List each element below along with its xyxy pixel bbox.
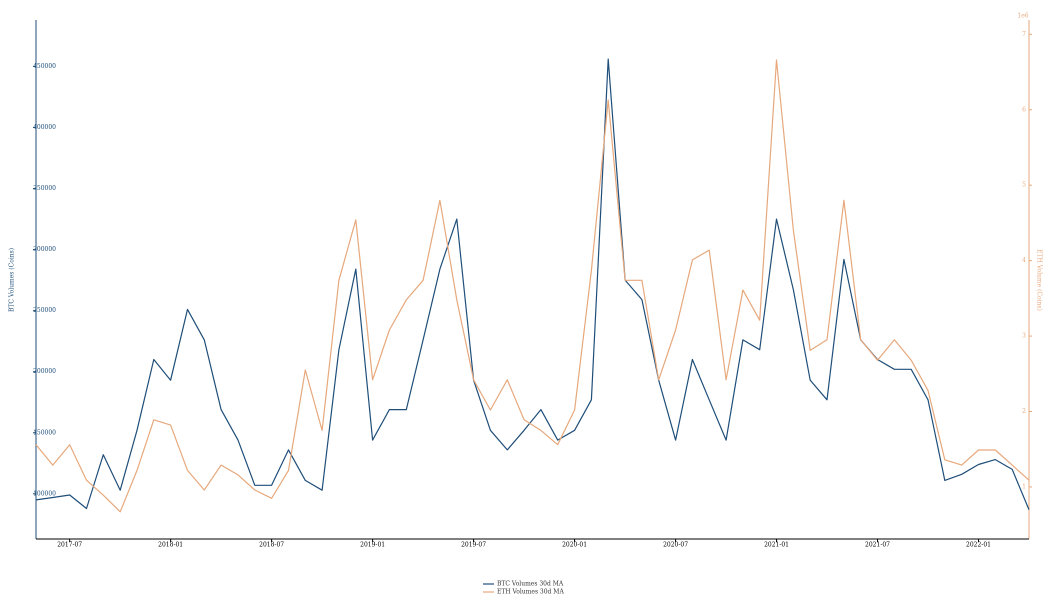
x-tick-label: 2019-07 (461, 542, 486, 549)
y2-tick-label: 4 (1022, 257, 1026, 264)
y-tick-label: 400000 (33, 124, 56, 131)
y-tick-label: 250000 (33, 307, 56, 314)
series-line (35, 59, 1030, 513)
y-tick-label: 200000 (33, 368, 56, 375)
y2-tick-label: 3 (1022, 333, 1026, 340)
x-tick-label: 2020-07 (663, 542, 688, 549)
y-tick-label: 100000 (33, 490, 56, 497)
x-tick-label: 2018-07 (259, 542, 284, 549)
x-tick-label: 2017-07 (57, 542, 82, 549)
y2-tick-label: 5 (1022, 182, 1026, 189)
y-tick-label: 450000 (33, 63, 56, 70)
y2-tick-label: 6 (1022, 106, 1026, 113)
x-tick-label: 2021-07 (865, 542, 890, 549)
y-tick-label: 150000 (33, 429, 56, 436)
y2-axis-label: ETH Volume (Coins) (1036, 249, 1043, 311)
x-tick-label: 2018-01 (158, 542, 183, 549)
y2-tick-label: 1 (1022, 483, 1026, 490)
x-tick-label: 2022-01 (966, 542, 991, 549)
series-line (35, 58, 1030, 510)
y2-tick-label: 7 (1022, 31, 1026, 38)
legend-label: BTC Volumes 30d MA (497, 581, 564, 588)
x-tick-label: 2019-01 (360, 542, 385, 549)
x-tick-label: 2021-01 (764, 542, 789, 549)
y2-offset-label: 1e6 (1017, 13, 1028, 20)
y-tick-label: 300000 (33, 246, 56, 253)
x-tick-label: 2020-01 (562, 542, 587, 549)
legend-label: ETH Volumes 30d MA (497, 589, 564, 596)
y-axis-label: BTC Volumes (Coins) (9, 248, 16, 312)
y2-tick-label: 2 (1022, 408, 1026, 415)
y-tick-label: 350000 (33, 185, 56, 192)
